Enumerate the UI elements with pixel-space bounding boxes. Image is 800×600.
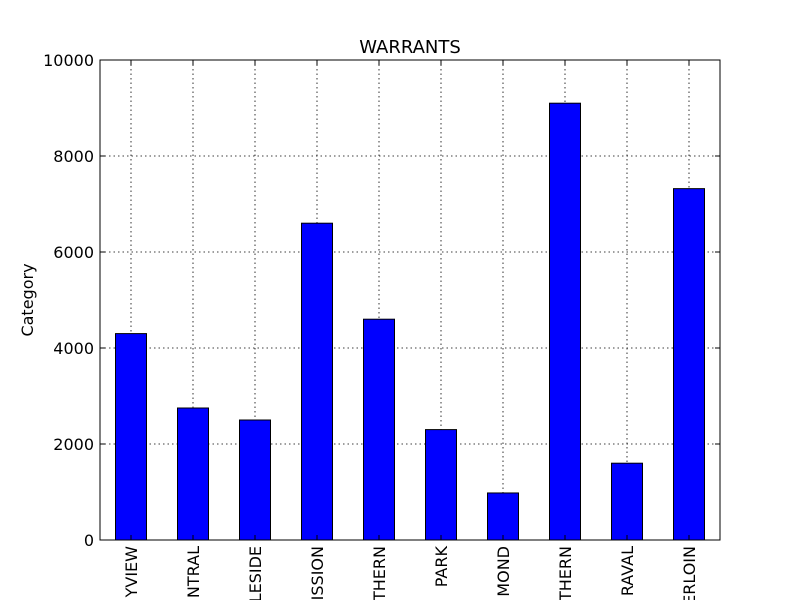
x-tick-labels: YVIEW NTRAL LESIDE ISSION THERN PARK MOND THERN… (122, 546, 699, 600)
chart-title: WARRANTS (359, 37, 461, 58)
y-axis-label: Category (18, 263, 37, 336)
bar (363, 318, 395, 541)
bars (115, 102, 705, 541)
bar (549, 102, 581, 541)
bar (115, 333, 147, 541)
plot-frame (99, 59, 721, 541)
bar (611, 462, 643, 541)
y-tick-label: 10000 (43, 51, 94, 70)
bar (673, 188, 705, 541)
bar (301, 222, 333, 541)
x-tick-label: ISSION (308, 546, 327, 600)
tick-marks (100, 59, 720, 541)
x-tick-label: THERN (370, 546, 389, 600)
x-tick-label: THERN (556, 546, 575, 600)
y-tick-label: 8000 (53, 147, 94, 166)
x-tick-label: NTRAL (184, 546, 203, 598)
x-tick-label: RAVAL (618, 546, 637, 596)
bar (425, 429, 457, 541)
bar (487, 492, 519, 541)
x-tick-label: YVIEW (122, 546, 141, 599)
y-tick-label: 4000 (53, 339, 94, 358)
bar (177, 407, 209, 541)
bar (239, 419, 271, 541)
x-tick-label: PARK (432, 546, 451, 588)
x-tick-label: LESIDE (246, 546, 265, 600)
y-tick-label: 0 (84, 531, 94, 550)
y-tick-label: 2000 (53, 435, 94, 454)
x-tick-label: MOND (494, 546, 513, 597)
x-tick-label: ERLOIN (680, 546, 699, 600)
y-tick-label: 6000 (53, 243, 94, 262)
y-tick-labels: 0 2000 4000 6000 8000 10000 (43, 51, 94, 550)
